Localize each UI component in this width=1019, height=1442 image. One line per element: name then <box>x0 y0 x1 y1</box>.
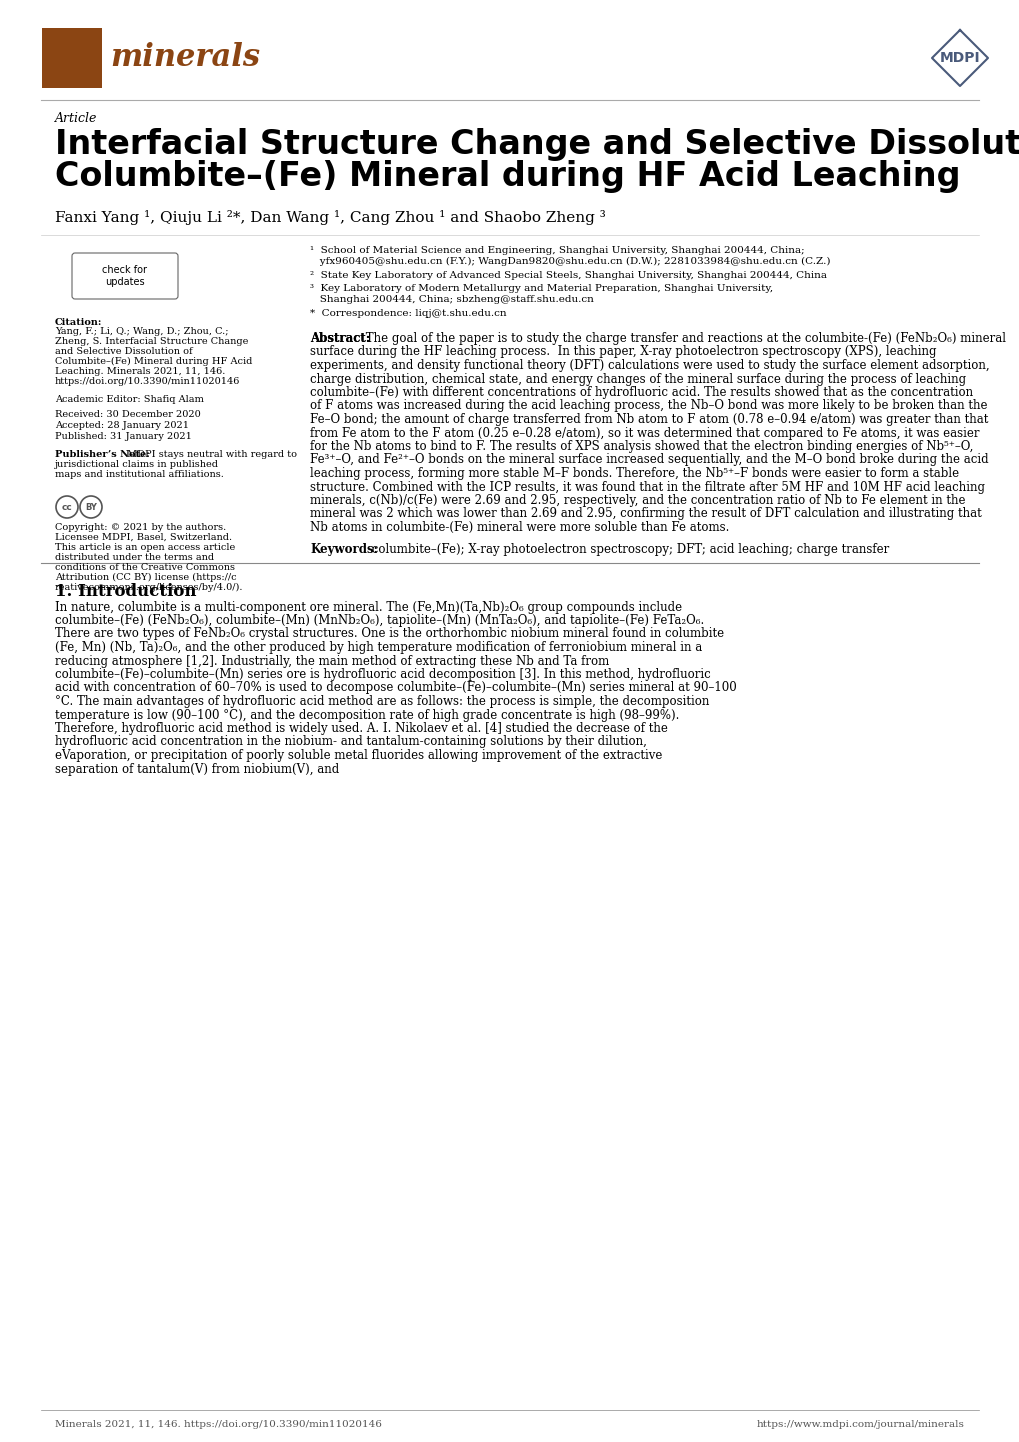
Text: surface during the HF leaching process.  In this paper, X-ray photoelectron spec: surface during the HF leaching process. … <box>310 346 935 359</box>
Text: minerals: minerals <box>110 42 260 74</box>
Text: Leaching. Minerals 2021, 11, 146.: Leaching. Minerals 2021, 11, 146. <box>55 368 225 376</box>
Text: eVaporation, or precipitation of poorly soluble metal fluorides allowing improve: eVaporation, or precipitation of poorly … <box>55 748 661 761</box>
Text: hydrofluoric acid concentration in the niobium- and tantalum-containing solution: hydrofluoric acid concentration in the n… <box>55 735 646 748</box>
Text: In nature, columbite is a multi-component ore mineral. The (Fe,Mn)(Ta,Nb)₂O₆ gro: In nature, columbite is a multi-componen… <box>55 600 682 613</box>
Text: and Selective Dissolution of: and Selective Dissolution of <box>55 348 193 356</box>
Text: minerals, c(Nb)/c(Fe) were 2.69 and 2.95, respectively, and the concentration ra: minerals, c(Nb)/c(Fe) were 2.69 and 2.95… <box>310 495 965 508</box>
Text: separation of tantalum(V) from niobium(V), and: separation of tantalum(V) from niobium(V… <box>55 763 339 776</box>
Text: Academic Editor: Shafiq Alam: Academic Editor: Shafiq Alam <box>55 395 204 404</box>
Text: check for
updates: check for updates <box>102 265 148 287</box>
Text: reducing atmosphere [1,2]. Industrially, the main method of extracting these Nb : reducing atmosphere [1,2]. Industrially,… <box>55 655 608 668</box>
Text: *  Correspondence: liqj@t.shu.edu.cn: * Correspondence: liqj@t.shu.edu.cn <box>310 309 506 319</box>
Text: The goal of the paper is to study the charge transfer and reactions at the colum: The goal of the paper is to study the ch… <box>362 332 1005 345</box>
Text: experiments, and density functional theory (DFT) calculations were used to study: experiments, and density functional theo… <box>310 359 988 372</box>
Text: cc: cc <box>61 502 72 512</box>
Text: ¹  School of Material Science and Engineering, Shanghai University, Shanghai 200: ¹ School of Material Science and Enginee… <box>310 247 804 255</box>
Text: Abstract:: Abstract: <box>310 332 370 345</box>
Text: Yang, F.; Li, Q.; Wang, D.; Zhou, C.;: Yang, F.; Li, Q.; Wang, D.; Zhou, C.; <box>55 327 228 336</box>
Text: Received: 30 December 2020: Received: 30 December 2020 <box>55 410 201 420</box>
Text: columbite–(Fe) (FeNb₂O₆), columbite–(Mn) (MnNb₂O₆), tapiolite–(Mn) (MnTa₂O₆), an: columbite–(Fe) (FeNb₂O₆), columbite–(Mn)… <box>55 614 703 627</box>
Text: acid with concentration of 60–70% is used to decompose columbite–(Fe)–columbite–: acid with concentration of 60–70% is use… <box>55 682 736 695</box>
Text: Citation:: Citation: <box>55 319 102 327</box>
Text: (Fe, Mn) (Nb, Ta)₂O₆, and the other produced by high temperature modification of: (Fe, Mn) (Nb, Ta)₂O₆, and the other prod… <box>55 642 701 655</box>
Text: yfx960405@shu.edu.cn (F.Y.); WangDan9820@shu.edu.cn (D.W.); 2281033984@shu.edu.c: yfx960405@shu.edu.cn (F.Y.); WangDan9820… <box>310 257 829 267</box>
Text: °C. The main advantages of hydrofluoric acid method are as follows: the process : °C. The main advantages of hydrofluoric … <box>55 695 708 708</box>
Text: reativecommons.org/licenses/by/4.0/).: reativecommons.org/licenses/by/4.0/). <box>55 583 244 593</box>
Text: for the Nb atoms to bind to F. The results of XPS analysis showed that the elect: for the Nb atoms to bind to F. The resul… <box>310 440 972 453</box>
Text: https://doi.org/10.3390/min11020146: https://doi.org/10.3390/min11020146 <box>55 376 240 386</box>
Text: 1. Introduction: 1. Introduction <box>55 583 197 600</box>
Text: Interfacial Structure Change and Selective Dissolution of: Interfacial Structure Change and Selecti… <box>55 128 1019 162</box>
Text: distributed under the terms and: distributed under the terms and <box>55 552 214 562</box>
Text: columbite–(Fe) with different concentrations of hydrofluoric acid. The results s: columbite–(Fe) with different concentrat… <box>310 386 972 399</box>
Text: ²  State Key Laboratory of Advanced Special Steels, Shanghai University, Shangha: ² State Key Laboratory of Advanced Speci… <box>310 271 826 280</box>
Text: Copyright: © 2021 by the authors.: Copyright: © 2021 by the authors. <box>55 523 226 532</box>
Text: maps and institutional affiliations.: maps and institutional affiliations. <box>55 470 223 479</box>
Text: Published: 31 January 2021: Published: 31 January 2021 <box>55 433 192 441</box>
Text: BY: BY <box>85 502 97 512</box>
Text: Minerals 2021, 11, 146. https://doi.org/10.3390/min11020146: Minerals 2021, 11, 146. https://doi.org/… <box>55 1420 381 1429</box>
Text: Columbite–(Fe) Mineral during HF Acid Leaching: Columbite–(Fe) Mineral during HF Acid Le… <box>55 160 960 193</box>
Text: Columbite–(Fe) Mineral during HF Acid: Columbite–(Fe) Mineral during HF Acid <box>55 358 252 366</box>
Text: columbite–(Fe); X-ray photoelectron spectroscopy; DFT; acid leaching; charge tra: columbite–(Fe); X-ray photoelectron spec… <box>368 542 889 555</box>
Text: temperature is low (90–100 °C), and the decomposition rate of high grade concent: temperature is low (90–100 °C), and the … <box>55 708 679 721</box>
Text: Zheng, S. Interfacial Structure Change: Zheng, S. Interfacial Structure Change <box>55 337 249 346</box>
Text: of F atoms was increased during the acid leaching process, the Nb–O bond was mor: of F atoms was increased during the acid… <box>310 399 986 412</box>
Text: Keywords:: Keywords: <box>310 542 378 555</box>
Text: This article is an open access article: This article is an open access article <box>55 544 235 552</box>
Text: MDPI stays neutral with regard to: MDPI stays neutral with regard to <box>127 450 297 459</box>
Text: Fe³⁺–O, and Fe²⁺–O bonds on the mineral surface increased sequentially, and the : Fe³⁺–O, and Fe²⁺–O bonds on the mineral … <box>310 453 987 467</box>
Text: ³  Key Laboratory of Modern Metallurgy and Material Preparation, Shanghai Univer: ³ Key Laboratory of Modern Metallurgy an… <box>310 284 772 293</box>
Text: Publisher’s Note:: Publisher’s Note: <box>55 450 150 459</box>
Text: columbite–(Fe)–columbite–(Mn) series ore is hydrofluoric acid decomposition [3].: columbite–(Fe)–columbite–(Mn) series ore… <box>55 668 710 681</box>
Text: conditions of the Creative Commons: conditions of the Creative Commons <box>55 562 234 572</box>
Text: from Fe atom to the F atom (0.25 e–0.28 e/atom), so it was determined that compa: from Fe atom to the F atom (0.25 e–0.28 … <box>310 427 978 440</box>
Text: Abstract:: Abstract: <box>310 332 370 345</box>
Text: mineral was 2 which was lower than 2.69 and 2.95, confirming the result of DFT c: mineral was 2 which was lower than 2.69 … <box>310 508 981 521</box>
Text: There are two types of FeNb₂O₆ crystal structures. One is the orthorhombic niobi: There are two types of FeNb₂O₆ crystal s… <box>55 627 723 640</box>
Text: charge distribution, chemical state, and energy changes of the mineral surface d: charge distribution, chemical state, and… <box>310 372 965 385</box>
Text: MDPI: MDPI <box>938 50 979 65</box>
Text: Fanxi Yang ¹, Qiuju Li ²*, Dan Wang ¹, Cang Zhou ¹ and Shaobo Zheng ³: Fanxi Yang ¹, Qiuju Li ²*, Dan Wang ¹, C… <box>55 211 605 225</box>
Text: Licensee MDPI, Basel, Switzerland.: Licensee MDPI, Basel, Switzerland. <box>55 534 232 542</box>
Text: Article: Article <box>55 112 97 125</box>
Text: https://www.mdpi.com/journal/minerals: https://www.mdpi.com/journal/minerals <box>756 1420 964 1429</box>
Text: Fe–O bond; the amount of charge transferred from Nb atom to F atom (0.78 e–0.94 : Fe–O bond; the amount of charge transfer… <box>310 412 987 425</box>
Text: structure. Combined with the ICP results, it was found that in the filtrate afte: structure. Combined with the ICP results… <box>310 480 984 493</box>
Text: Shanghai 200444, China; sbzheng@staff.shu.edu.cn: Shanghai 200444, China; sbzheng@staff.sh… <box>310 296 593 304</box>
Text: jurisdictional claims in published: jurisdictional claims in published <box>55 460 219 469</box>
Text: Therefore, hydrofluoric acid method is widely used. A. I. Nikolaev et al. [4] st: Therefore, hydrofluoric acid method is w… <box>55 722 667 735</box>
Text: leaching process, forming more stable M–F bonds. Therefore, the Nb⁵⁺–F bonds wer: leaching process, forming more stable M–… <box>310 467 958 480</box>
Text: Accepted: 28 January 2021: Accepted: 28 January 2021 <box>55 421 189 430</box>
FancyBboxPatch shape <box>42 27 102 88</box>
Text: Nb atoms in columbite-(Fe) mineral were more soluble than Fe atoms.: Nb atoms in columbite-(Fe) mineral were … <box>310 521 729 534</box>
FancyBboxPatch shape <box>72 252 178 298</box>
Text: Attribution (CC BY) license (https://c: Attribution (CC BY) license (https://c <box>55 572 236 583</box>
